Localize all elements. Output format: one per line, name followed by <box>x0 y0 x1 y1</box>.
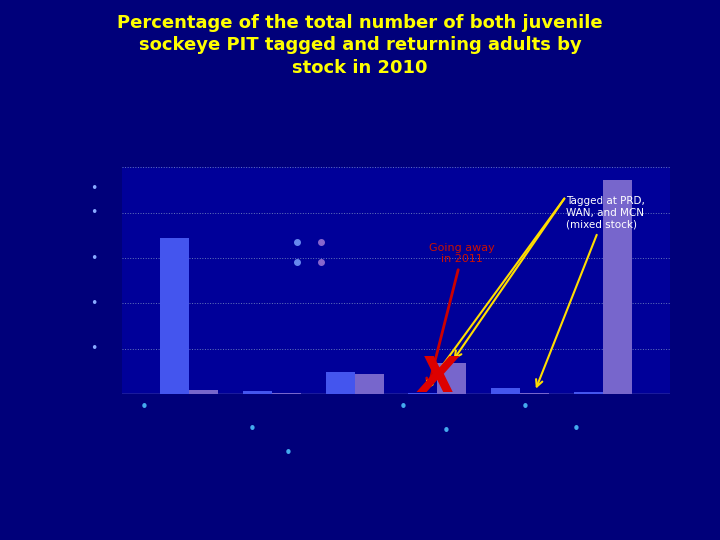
Bar <box>521 393 549 394</box>
Text: Tagged at PRD,
WAN, and MCN
(mixed stock): Tagged at PRD, WAN, and MCN (mixed stock… <box>536 196 645 387</box>
Text: •: • <box>521 400 530 415</box>
Bar <box>491 388 521 394</box>
Bar <box>354 374 384 394</box>
Text: •: • <box>90 206 97 219</box>
Text: •: • <box>442 424 451 440</box>
Bar <box>325 372 354 394</box>
Bar <box>575 392 603 394</box>
Text: •: • <box>284 446 292 461</box>
Text: •: • <box>399 400 408 415</box>
Text: Percentage of the total number of both juvenile
sockeye PIT tagged and returning: Percentage of the total number of both j… <box>117 14 603 77</box>
Bar <box>271 393 301 394</box>
Text: •: • <box>90 252 97 265</box>
Bar <box>189 390 217 394</box>
Text: •: • <box>90 297 97 310</box>
Text: •: • <box>90 181 97 194</box>
Bar <box>408 393 438 394</box>
Bar <box>243 391 271 394</box>
Text: •: • <box>248 422 256 437</box>
Text: X: X <box>418 354 456 402</box>
Text: •: • <box>90 342 97 355</box>
Bar <box>603 180 632 394</box>
Text: Going away
in 2011: Going away in 2011 <box>427 242 495 387</box>
Bar <box>438 363 467 394</box>
Text: •: • <box>140 400 148 415</box>
Text: •: • <box>572 422 580 437</box>
Bar <box>160 238 189 394</box>
